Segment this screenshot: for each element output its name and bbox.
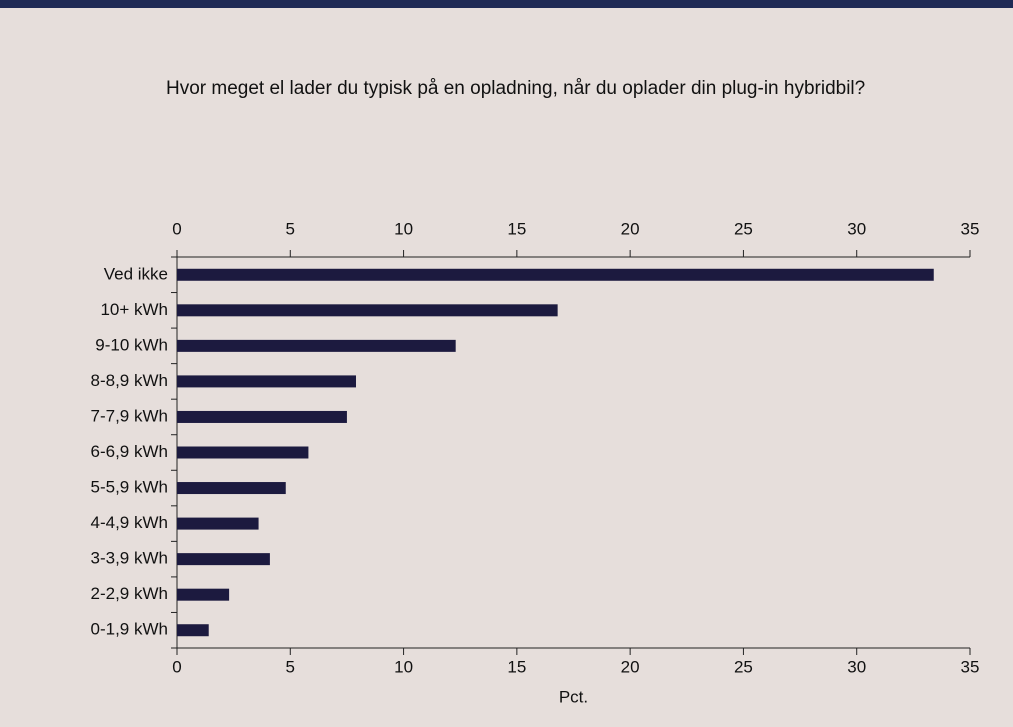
bar	[177, 482, 286, 495]
y-tick-label: 9-10 kWh	[95, 335, 168, 354]
x-tick-label-top: 0	[172, 219, 181, 238]
bar	[177, 446, 309, 459]
x-tick-label: 35	[961, 657, 980, 676]
x-tick-label-top: 20	[621, 219, 640, 238]
bar	[177, 553, 270, 566]
x-tick-label-top: 35	[961, 219, 980, 238]
x-tick-label-top: 5	[286, 219, 295, 238]
bar	[177, 410, 347, 423]
y-tick-label: 5-5,9 kWh	[91, 478, 168, 497]
x-tick-label: 30	[847, 657, 866, 676]
bar	[177, 588, 230, 601]
x-tick-label: 0	[172, 657, 181, 676]
bar	[177, 339, 456, 352]
y-tick-label: Ved ikke	[104, 264, 168, 283]
bar	[177, 624, 209, 637]
y-tick-label: 4-4,9 kWh	[91, 513, 168, 532]
x-axis-label: Pct.	[559, 687, 588, 706]
y-tick-label: 0-1,9 kWh	[91, 620, 168, 639]
y-tick-label: 10+ kWh	[100, 300, 168, 319]
y-tick-label: 8-8,9 kWh	[91, 371, 168, 390]
x-tick-label-top: 10	[394, 219, 413, 238]
x-tick-label-top: 30	[847, 219, 866, 238]
header-band	[0, 0, 1013, 8]
x-tick-label: 25	[734, 657, 753, 676]
x-tick-label: 20	[621, 657, 640, 676]
bar	[177, 517, 259, 530]
x-tick-label: 5	[286, 657, 295, 676]
y-tick-label: 7-7,9 kWh	[91, 406, 168, 425]
bar	[177, 375, 356, 388]
bar	[177, 268, 934, 281]
chart-title: Hvor meget el lader du typisk på en opla…	[166, 78, 866, 99]
y-tick-label: 3-3,9 kWh	[91, 549, 168, 568]
x-tick-label-top: 25	[734, 219, 753, 238]
x-tick-label: 15	[507, 657, 526, 676]
x-tick-label-top: 15	[507, 219, 526, 238]
bar	[177, 304, 558, 317]
y-tick-label: 2-2,9 kWh	[91, 584, 168, 603]
x-tick-label: 10	[394, 657, 413, 676]
y-tick-label: 6-6,9 kWh	[91, 442, 168, 461]
